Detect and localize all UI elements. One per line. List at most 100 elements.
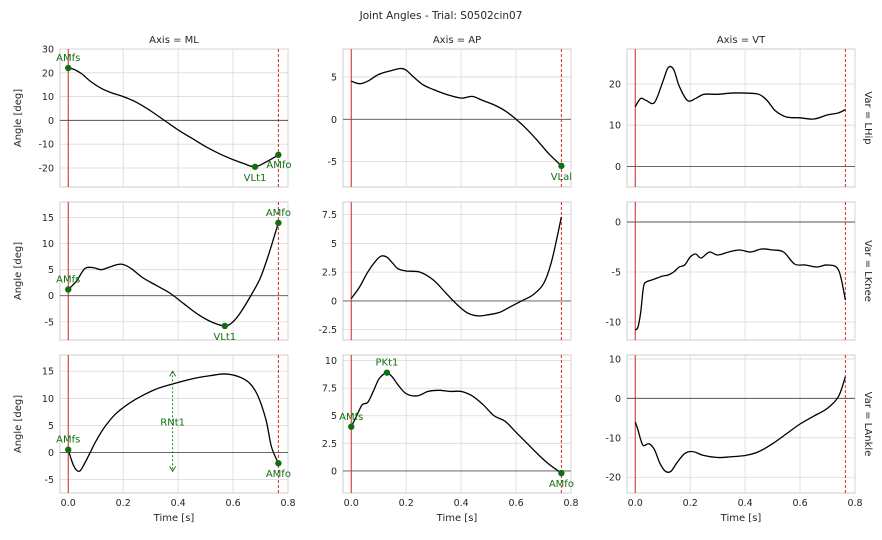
event-marker-label: VLt1 [213,332,236,343]
x-tick-label: 0.0 [61,498,76,509]
plot-area-1-2 [626,201,856,341]
column-title: Axis = ML [149,35,199,46]
event-marker [275,460,282,467]
row-title: Var = LKnee [862,240,873,302]
x-tick-label: 0.8 [563,498,578,509]
y-tick-label: -20 [605,473,621,484]
event-marker-label: AMfo [266,160,291,171]
y-tick-label: -10 [605,318,621,329]
y-axis-label: Angle [deg] [13,395,24,453]
x-tick-label: 0.0 [344,498,359,509]
x-tick-label: 0.6 [509,498,524,509]
y-tick-label: -5 [45,317,54,328]
event-marker-label: AMfo [266,469,291,480]
y-tick-label: -5 [328,157,337,168]
joint-angle-curve [350,371,562,474]
x-axis-label: Time [s] [720,513,762,524]
y-axis-label: Angle [deg] [13,89,24,147]
y-tick-label: 0 [331,115,337,126]
event-marker [348,423,355,430]
plot-area-2-0 [59,354,289,494]
y-tick-label: 0 [48,116,54,127]
x-axis-label: Time [s] [436,513,478,524]
event-marker [383,369,391,376]
plot-area-1-0 [59,201,289,341]
x-tick-label: 0.6 [226,498,241,509]
x-tick-label: 0.4 [171,498,186,509]
event-marker-label: PKt1 [376,358,399,369]
y-tick-label: 2.5 [322,268,337,279]
y-tick-label: 20 [609,80,621,91]
y-tick-label: 5 [331,239,337,250]
plot-area-0-0 [59,48,289,188]
column-title: Axis = AP [433,35,481,46]
y-tick-label: -10 [605,433,621,444]
y-tick-label: 0 [48,448,54,459]
y-tick-label: 30 [42,45,54,56]
y-tick-label: 2.5 [322,439,337,450]
y-tick-label: -20 [38,163,54,174]
y-tick-label: 10 [42,92,54,103]
y-tick-label: -5 [45,475,54,486]
y-tick-label: 5 [331,411,337,422]
range-arrow-head-bottom [169,466,177,473]
figure-title: Joint Angles - Trial: S0502cin07 [359,10,523,22]
x-tick-label: 0.2 [116,498,131,509]
event-marker [65,446,72,453]
joint-angle-curve [351,67,562,167]
y-tick-label: 20 [42,68,54,79]
plot-area-2-2 [626,354,856,494]
x-tick-label: 0.2 [683,498,698,509]
event-marker-label: VLt1 [244,173,267,184]
x-tick-label: 0.4 [454,498,469,509]
event-marker-label: AMfs [56,435,80,446]
y-tick-label: 0 [615,394,621,405]
y-tick-label: 0 [615,218,621,229]
row-title: Var = LHip [862,91,873,144]
x-tick-label: 0.8 [847,498,862,509]
y-tick-label: 10 [42,394,54,405]
joint-angle-curve [350,216,563,317]
y-tick-label: 15 [42,213,54,224]
y-tick-label: 10 [609,354,621,365]
event-marker-label: AMfs [56,274,80,285]
x-tick-label: 0.4 [738,498,753,509]
event-marker [251,163,259,170]
y-tick-label: 0 [331,466,337,477]
event-marker-label: AMfs [339,412,363,423]
event-marker [221,322,229,330]
x-axis-label: Time [s] [153,513,195,524]
joint-angle-curve [67,222,280,327]
plot-area-2-1 [342,354,572,494]
event-marker [558,469,565,477]
y-tick-label: 5 [48,421,54,432]
plot-area-0-1 [342,48,572,188]
y-tick-label: -5 [612,268,621,279]
event-marker [65,286,72,293]
range-arrow-head-top [169,370,177,377]
y-tick-label: 7.5 [322,384,337,395]
event-marker [275,219,282,227]
event-marker [558,162,565,170]
y-tick-label: 10 [609,121,621,132]
plot-area-1-1 [342,201,572,341]
y-tick-label: 0 [48,291,54,302]
x-tick-label: 0.6 [793,498,808,509]
y-tick-label: 5 [331,72,337,83]
x-tick-label: 0.8 [280,498,295,509]
joint-angle-curve [634,376,847,473]
x-tick-label: 0.2 [399,498,414,509]
y-tick-label: 10 [325,356,337,367]
joint-angle-curve [67,373,279,473]
y-axis-label: Angle [deg] [13,242,24,300]
y-tick-label: 0 [331,296,337,307]
y-tick-label: -10 [38,140,54,151]
x-tick-label: 0.0 [628,498,643,509]
y-tick-label: 10 [42,239,54,250]
y-tick-label: 7.5 [322,210,337,221]
event-marker [65,64,72,72]
event-marker-label: AMfs [56,53,80,64]
range-annotation-label: RNt1 [160,417,185,428]
